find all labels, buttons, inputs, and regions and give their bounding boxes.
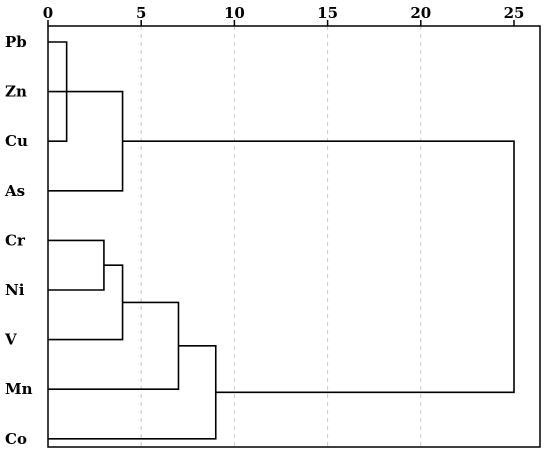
leaf-label-cr: Cr (5, 231, 26, 249)
dendrogram-link-n5 (48, 264, 124, 341)
dendrogram-links (48, 41, 515, 440)
x-tick-label-5: 5 (136, 4, 146, 22)
leaf-label-ni: Ni (5, 281, 25, 299)
leaf-label-pb: Pb (5, 33, 27, 51)
dendrogram-link-n6 (48, 301, 180, 390)
leaf-label-co: Co (5, 430, 27, 448)
x-tick-label-15: 15 (317, 4, 338, 22)
leaf-label-v: V (4, 331, 17, 349)
x-axis-ticks: 0 5 10 15 20 25 (43, 4, 525, 26)
plot-frame (47, 25, 541, 448)
leaf-label-mn: Mn (5, 380, 33, 398)
x-tick-label-10: 10 (224, 4, 245, 22)
grid-lines (140, 26, 422, 447)
dendrogram-link-n3 (48, 239, 105, 291)
x-tick-label-20: 20 (410, 4, 431, 22)
dendrogram-link-n8 (122, 140, 515, 394)
leaf-label-zn: Zn (5, 83, 27, 101)
x-tick-label-0: 0 (43, 4, 53, 22)
leaf-label-cu: Cu (5, 132, 28, 150)
dendrogram-link-n7 (48, 345, 217, 440)
leaf-label-as: As (4, 182, 25, 200)
x-tick-label-25: 25 (504, 4, 525, 22)
leaf-labels: Pb Zn Cu As Cr Ni V Mn Co (4, 33, 33, 448)
